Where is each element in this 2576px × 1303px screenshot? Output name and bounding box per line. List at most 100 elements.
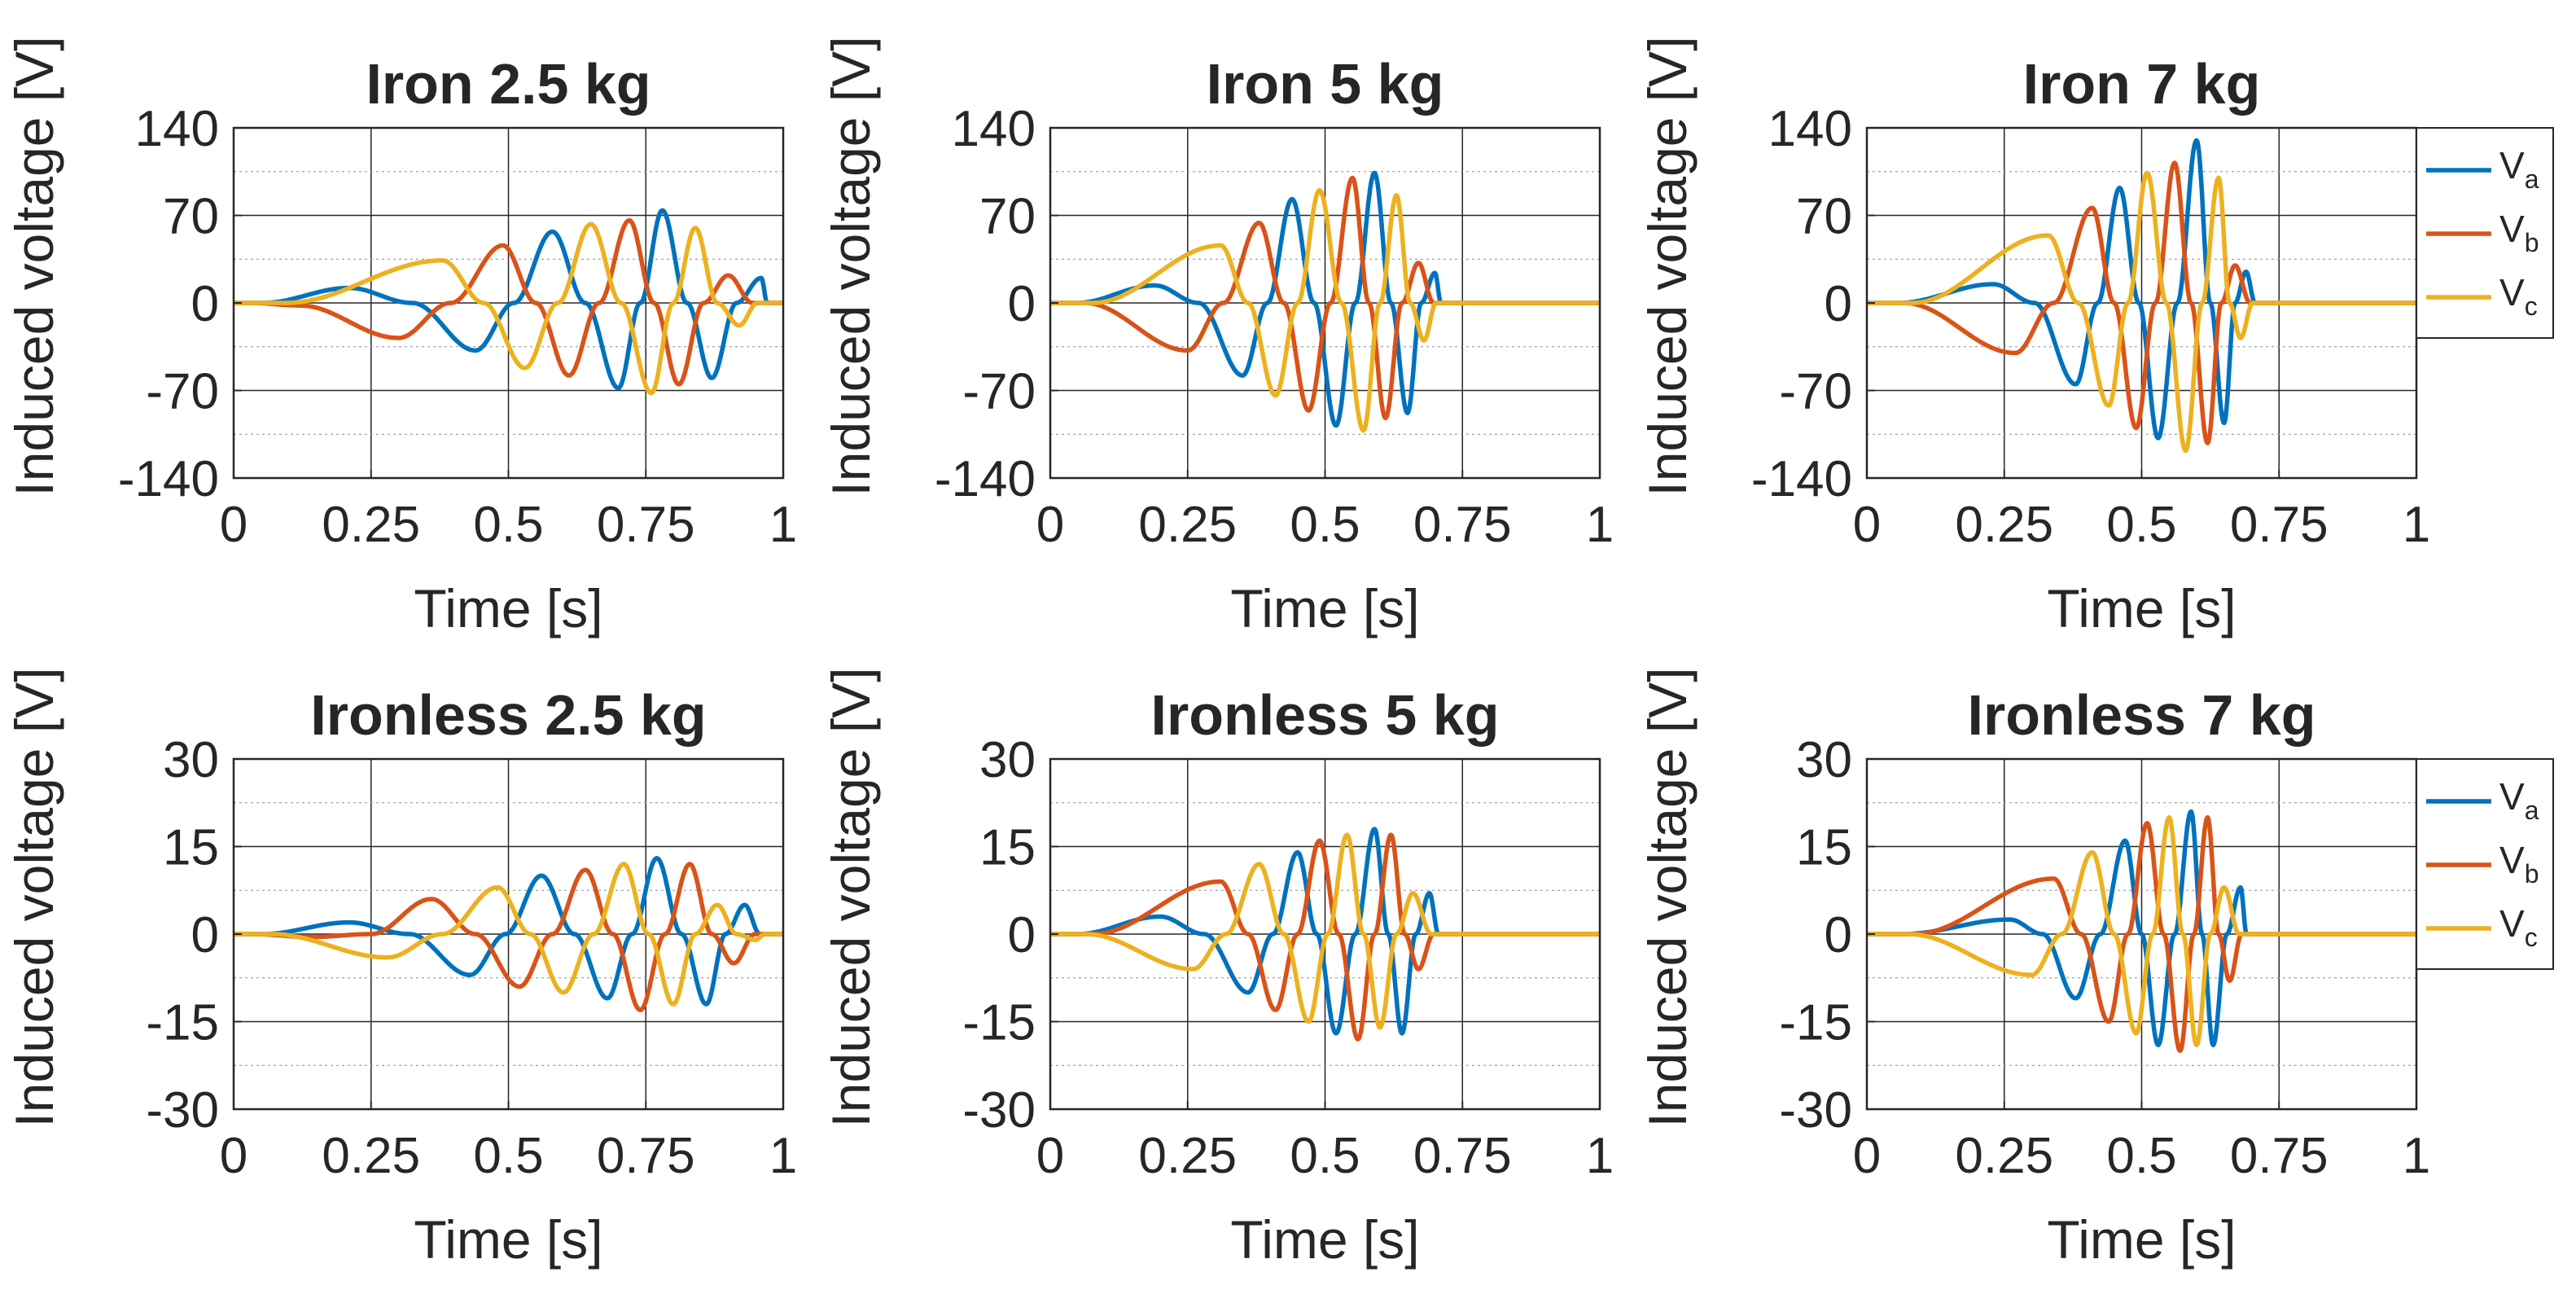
y-tick-label: 140 <box>1768 101 1852 157</box>
series-group <box>1049 827 1601 1042</box>
x-tick-label: 1 <box>1586 497 1614 553</box>
x-tick-label: 1 <box>769 1128 797 1184</box>
x-tick-label: 0.75 <box>1413 1128 1512 1184</box>
x-tick-label: 0.5 <box>473 497 543 553</box>
series-line-Va <box>232 208 785 391</box>
series-line-Vc <box>1049 832 1601 1030</box>
series-line-Va <box>232 856 785 1007</box>
chart-title: Ironless 5 kg <box>1151 683 1500 747</box>
y-tick-label: 140 <box>952 101 1036 157</box>
chart-title: Iron 5 kg <box>1207 52 1444 116</box>
legend-label-Va: Va <box>2499 144 2539 194</box>
legend: Va Vb Vc <box>2416 758 2554 970</box>
series-line-Vc <box>232 222 785 396</box>
x-tick-label: 0.75 <box>1413 497 1512 553</box>
y-tick-label: 0 <box>191 907 219 963</box>
legend: Va Vb Vc <box>2416 127 2554 339</box>
x-axis-label: Time [s] <box>414 1209 602 1270</box>
x-tick-label: 0 <box>220 497 248 553</box>
x-tick-label: 1 <box>2403 1128 2430 1184</box>
y-tick-label: 30 <box>163 732 219 788</box>
x-tick-label: 0.25 <box>1955 497 2053 553</box>
x-tick-label: 0.5 <box>2106 1128 2176 1184</box>
x-axis-label: Time [s] <box>2047 1209 2236 1270</box>
subplot-1: 0 0.25 0.5 0.75 1 -140 -70 0 70 140 Iron 2.5 kg Tim… <box>4 36 797 638</box>
y-tick-label: 0 <box>1008 907 1036 963</box>
y-tick-label: 15 <box>979 820 1036 876</box>
y-tick-label: -140 <box>118 451 219 507</box>
x-tick-label: 0 <box>1036 1128 1064 1184</box>
series-group <box>232 856 785 1012</box>
x-tick-label: 1 <box>769 497 797 553</box>
x-tick-label: 0.5 <box>473 1128 543 1184</box>
x-tick-label: 1 <box>2403 497 2430 553</box>
ticks: 0 0.25 0.5 0.75 1 -30 -15 0 15 30 <box>1779 732 2430 1184</box>
ticks: 0 0.25 0.5 0.75 1 -30 -15 0 15 30 <box>146 732 797 1184</box>
y-tick-label: -70 <box>1779 364 1852 420</box>
x-axis-label: Time [s] <box>1230 578 1419 638</box>
x-tick-label: 0.5 <box>1290 1128 1360 1184</box>
subplot-5: 0 0.25 0.5 0.75 1 -30 -15 0 15 30 Ironless 5 kg Tim… <box>821 667 1614 1270</box>
x-tick-label: 0.75 <box>597 1128 695 1184</box>
x-tick-label: 0 <box>220 1128 248 1184</box>
legend-label-Vc: Vc <box>2499 271 2538 321</box>
ticks: 0 0.25 0.5 0.75 1 -140 -70 0 70 140 <box>935 101 1614 553</box>
series-group <box>1049 170 1601 433</box>
series-line-Vc <box>1865 170 2418 453</box>
chart-title: Ironless 2.5 kg <box>310 683 706 747</box>
legend-label-Vc: Vc <box>2499 902 2538 952</box>
x-tick-label: 0.5 <box>2106 497 2176 553</box>
y-tick-label: -30 <box>962 1082 1036 1138</box>
x-tick-label: 0.75 <box>2230 497 2328 553</box>
x-tick-label: 0.75 <box>2230 1128 2328 1184</box>
y-tick-label: -15 <box>146 995 219 1051</box>
ticks: 0 0.25 0.5 0.75 1 -30 -15 0 15 30 <box>962 732 1614 1184</box>
series-line-Vc <box>1865 814 2418 1047</box>
y-tick-label: 0 <box>1825 276 1852 332</box>
legend-label-Vb: Vb <box>2499 208 2539 257</box>
x-tick-label: 0 <box>1853 1128 1881 1184</box>
x-axis-label: Time [s] <box>2047 578 2236 638</box>
y-axis-label: Induced voltage [V] <box>4 667 64 1127</box>
chart-title: Ironless 7 kg <box>1968 683 2316 747</box>
y-tick-label: 30 <box>979 732 1036 788</box>
subplot-6: 0 0.25 0.5 0.75 1 -30 -15 0 15 30 Ironless 7 kg Tim… <box>1637 667 2554 1270</box>
x-tick-label: 0 <box>1036 497 1064 553</box>
ticks: 0 0.25 0.5 0.75 1 -140 -70 0 70 140 <box>1751 101 2430 553</box>
y-tick-label: 15 <box>163 820 219 876</box>
chart-title: Iron 2.5 kg <box>366 52 651 116</box>
x-tick-label: 0.25 <box>1955 1128 2053 1184</box>
series-group <box>1865 138 2418 453</box>
series-line-Vb <box>232 217 785 387</box>
y-tick-label: 15 <box>1796 820 1852 876</box>
y-tick-label: 70 <box>1796 189 1852 245</box>
grid <box>1050 128 1600 478</box>
x-tick-label: 0.75 <box>597 497 695 553</box>
y-axis-label: Induced voltage [V] <box>821 667 881 1127</box>
x-tick-label: 0 <box>1853 497 1881 553</box>
series-line-Vc <box>232 862 785 1007</box>
x-tick-label: 0.5 <box>1290 497 1360 553</box>
y-tick-label: 0 <box>191 276 219 332</box>
y-axis-label: Induced voltage [V] <box>4 36 64 496</box>
y-tick-label: -30 <box>1779 1082 1852 1138</box>
x-tick-label: 0.25 <box>322 497 420 553</box>
x-tick-label: 1 <box>1586 1128 1614 1184</box>
series-group <box>1865 809 2418 1054</box>
chart-title: Iron 7 kg <box>2023 52 2261 116</box>
y-tick-label: 70 <box>163 189 219 245</box>
legend-label-Vb: Vb <box>2499 839 2539 888</box>
subplot-4: 0 0.25 0.5 0.75 1 -30 -15 0 15 30 Ironless 2.5 kg T… <box>4 667 797 1270</box>
y-tick-label: -140 <box>935 451 1036 507</box>
y-tick-label: -70 <box>962 364 1036 420</box>
y-tick-label: 0 <box>1008 276 1036 332</box>
x-axis-label: Time [s] <box>1230 1209 1419 1270</box>
subplot-3: 0 0.25 0.5 0.75 1 -140 -70 0 70 140 Iron 7 kg Time … <box>1637 36 2554 638</box>
ticks: 0 0.25 0.5 0.75 1 -140 -70 0 70 140 <box>118 101 797 553</box>
y-tick-label: -70 <box>146 364 219 420</box>
x-tick-label: 0.25 <box>1138 497 1237 553</box>
x-tick-label: 0.25 <box>322 1128 420 1184</box>
x-axis-label: Time [s] <box>414 578 602 638</box>
y-tick-label: -30 <box>146 1082 219 1138</box>
